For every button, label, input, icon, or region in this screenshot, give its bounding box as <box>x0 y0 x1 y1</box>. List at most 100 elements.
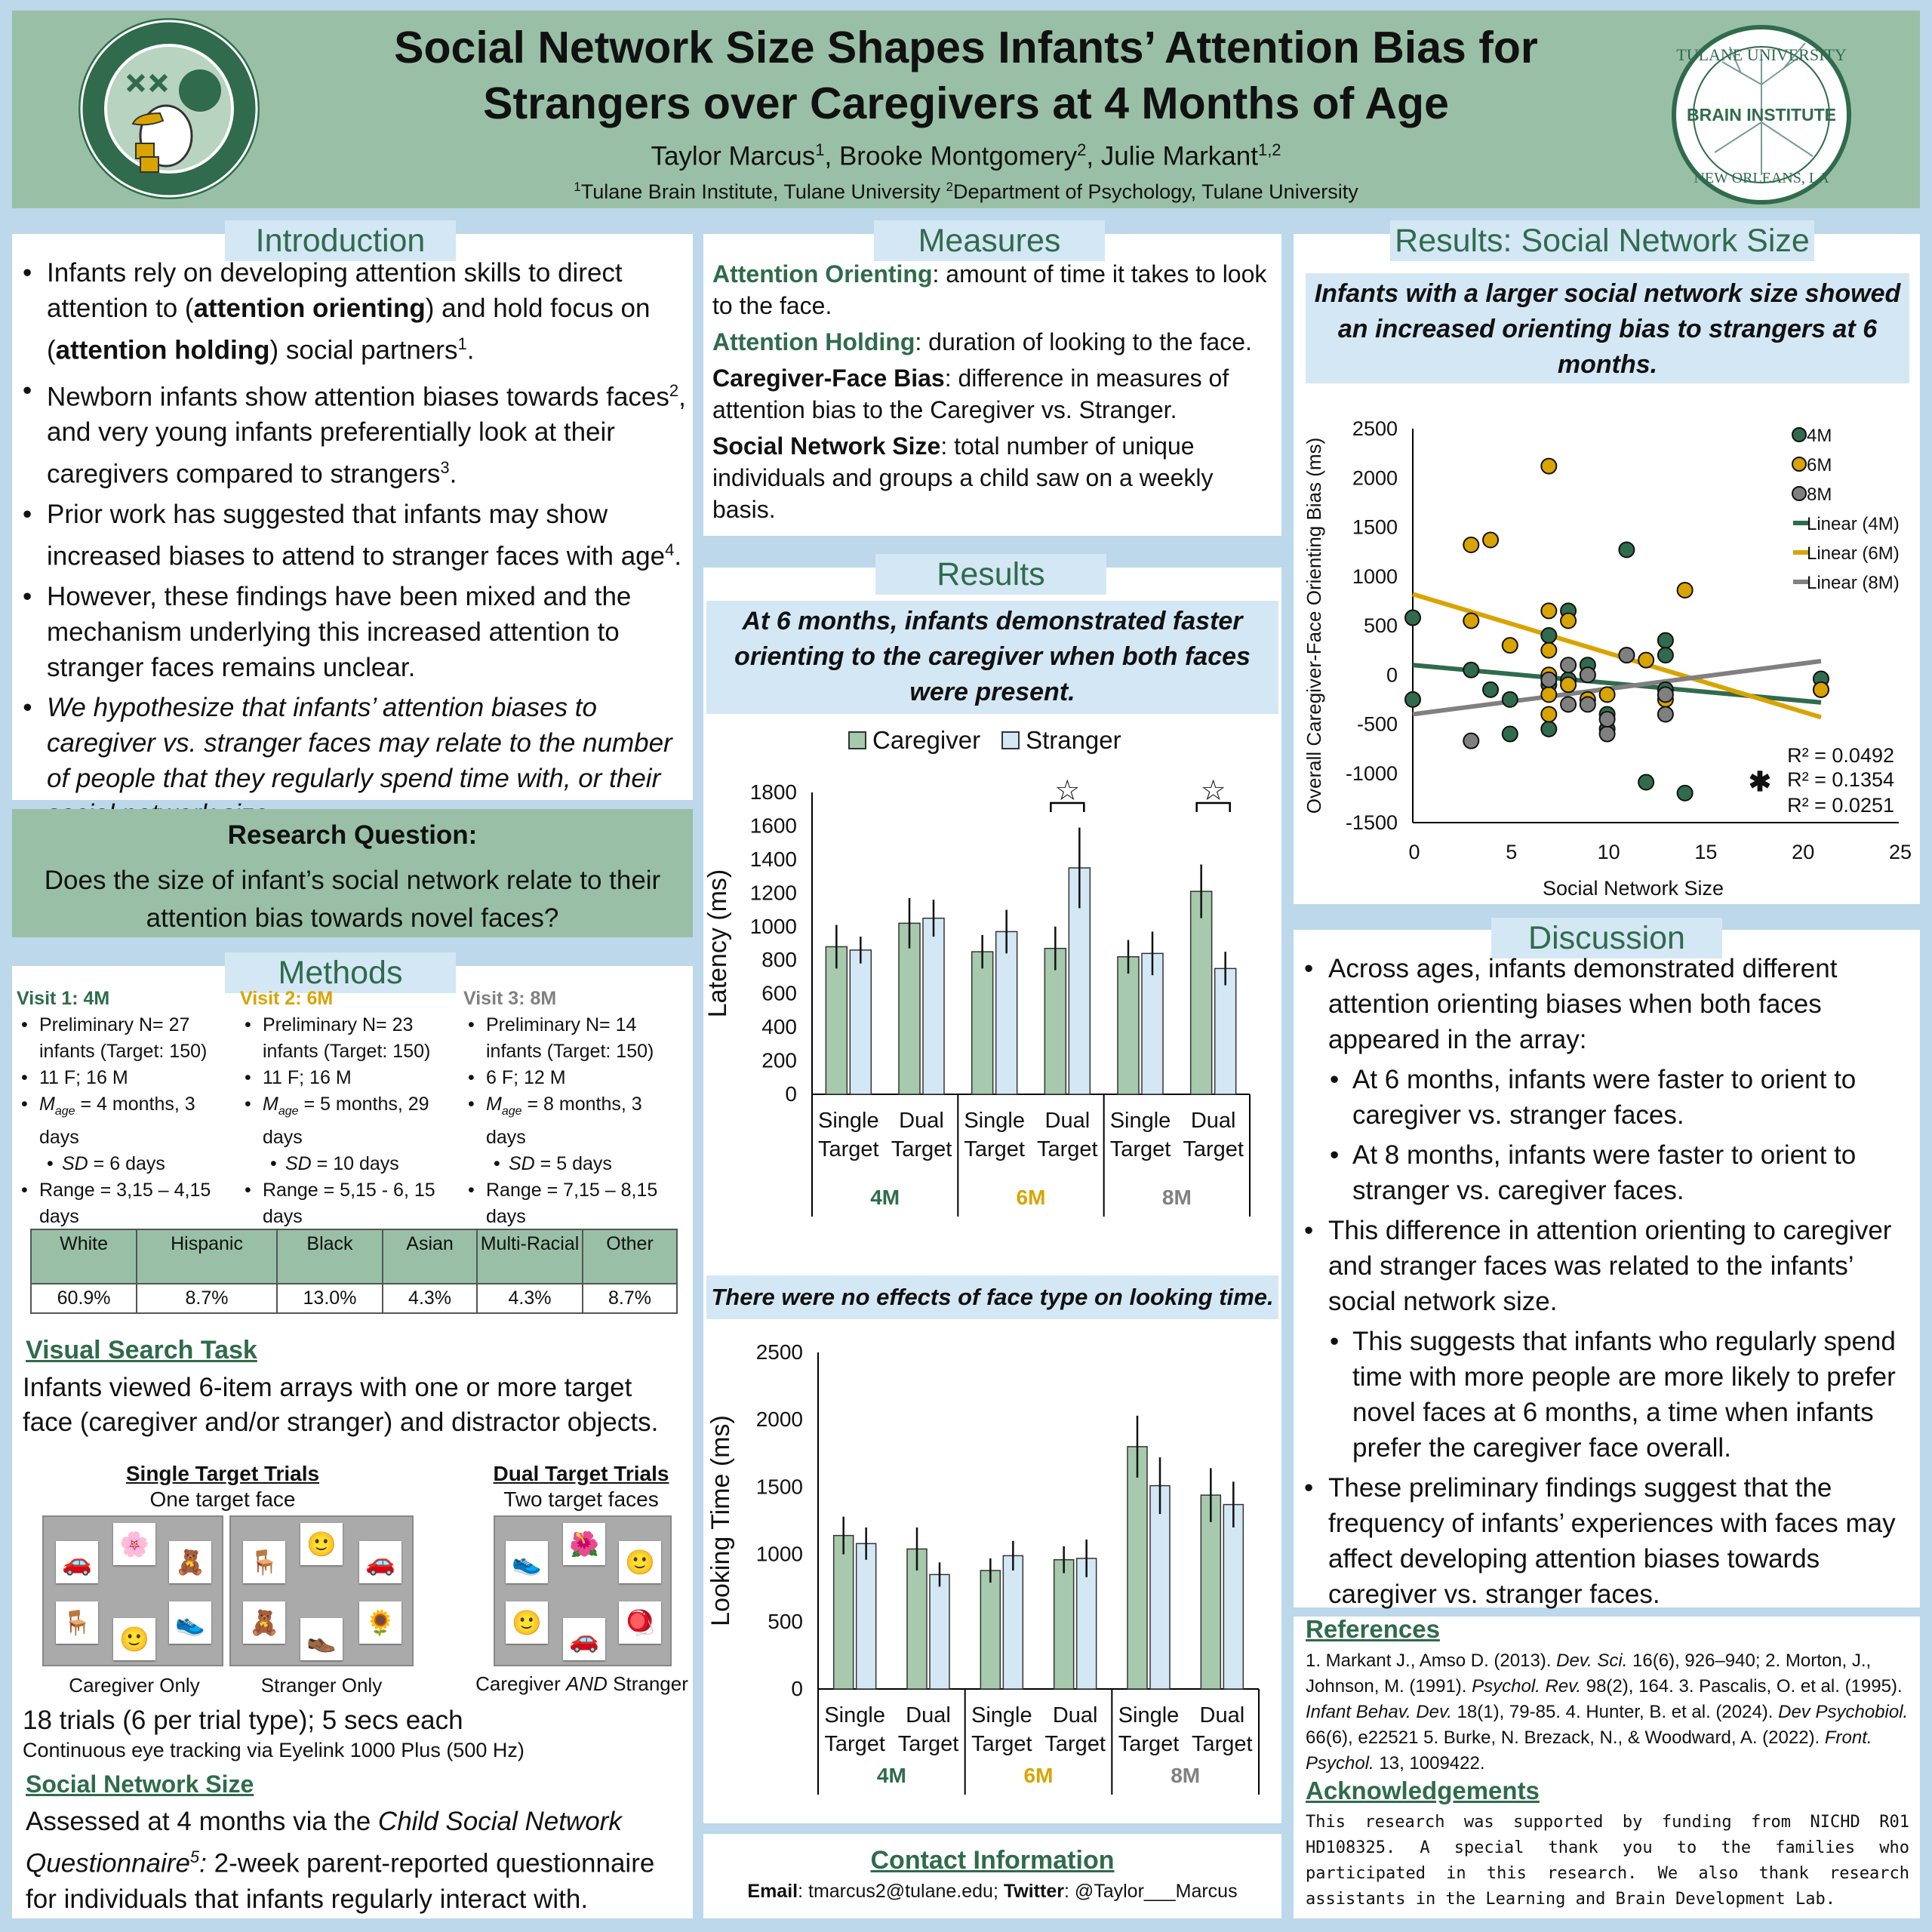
significance-star: ☆ <box>1054 775 1080 807</box>
t: attention holding <box>55 335 270 365</box>
x-category-label: Target <box>964 1137 1025 1161</box>
x-category-label: Dual <box>1200 1703 1245 1727</box>
demo-header: Multi-Racial <box>476 1229 584 1284</box>
dual-target-array: 👟 🌺 🙂 🙂 🚗 🪀 <box>494 1515 672 1666</box>
dual-title: Dual Target Trials <box>493 1462 669 1485</box>
point-8m <box>1463 732 1480 749</box>
r2-4m: R² = 0.0492 <box>1787 744 1894 767</box>
sns-text: Assessed at 4 months via the Child Socia… <box>26 1804 690 1917</box>
affiliations: 1Tulane Brain Institute, Tulane Universi… <box>317 180 1615 204</box>
visit-range: Range = 3,15 – 4,15 days <box>17 1177 240 1230</box>
bar-caregiver <box>1044 947 1067 1095</box>
face-icon: 🙂 <box>619 1541 661 1583</box>
ack-text: This research was supported by funding f… <box>1306 1813 1909 1909</box>
x-category-label: Single <box>1118 1703 1180 1727</box>
point-4m <box>1676 784 1694 801</box>
visit-age: Mage = 4 months, 3 days <box>17 1091 240 1151</box>
legend-stranger-swatch <box>1001 731 1020 749</box>
x-category-label: Single <box>964 1109 1025 1133</box>
point-6m <box>1540 602 1558 620</box>
demographics-table: White Hispanic Black Asian Multi-Racial … <box>29 1229 678 1314</box>
t: Stranger <box>607 1672 688 1695</box>
point-4m <box>1618 541 1635 558</box>
t: 98(2), 164. 3. Pascalis, O. et al. (1995… <box>1581 1676 1903 1697</box>
demo-value: 8.7% <box>582 1283 678 1314</box>
t: SD <box>509 1153 535 1174</box>
t: : duration of looking to the face. <box>915 328 1252 355</box>
visit-n: Preliminary N= 27 infants (Target: 150) <box>17 1012 240 1065</box>
t: = 4 months, 3 days <box>39 1094 195 1148</box>
y-axis-label: Overall Caregiver-Face Orienting Bias (m… <box>1303 438 1325 814</box>
demo-value: 60.9% <box>29 1283 138 1314</box>
x-category-label: Target <box>1110 1137 1171 1161</box>
visit-columns: Visit 1: 4M Preliminary N= 27 infants (T… <box>17 986 688 1230</box>
affil-2-sup: 2 <box>946 180 953 194</box>
flower-icon: 🌻 <box>359 1601 401 1644</box>
visit-sex: 11 F; 16 M <box>240 1065 463 1091</box>
logo-top-text: TULANE UNIVERSITY <box>1676 45 1847 64</box>
dual-target-heading: Dual Target Trials Two target faces <box>475 1461 687 1512</box>
t: 5 <box>189 1847 200 1866</box>
x-category-label: Single <box>818 1109 879 1133</box>
t: Social Network Size <box>712 432 941 460</box>
affil-2: Department of Psychology, Tulane Univers… <box>952 180 1358 203</box>
x-tick-label: 10 <box>1598 841 1620 863</box>
visit-n: Preliminary N= 23 infants (Target: 150) <box>240 1012 463 1065</box>
sns-scatter-chart: -1500 -1000 -500 0 500 1000 1500 2000 2500 0 5 10 15… <box>1303 417 1912 898</box>
point-8m <box>1560 696 1577 713</box>
demo-value-row: 60.9% 8.7% 13.0% 4.3% 4.3% 8.7% <box>29 1283 678 1314</box>
point-6m <box>1463 612 1480 629</box>
demo-header: Other <box>582 1229 678 1284</box>
measures-title: Measures <box>874 220 1105 261</box>
t: 18(1), 79-85. 4. Hunter, B. et al. (2024… <box>1451 1702 1779 1722</box>
t: : amount of time it takes to look to the… <box>712 260 1267 319</box>
point-8m <box>1579 666 1596 684</box>
y-axis-label: Latency (ms) <box>706 869 732 1018</box>
y-tick-label: 0 <box>785 1082 797 1106</box>
author-2: , Brooke Montgomery <box>824 141 1078 171</box>
group-label: 6M <box>1017 1186 1046 1209</box>
t: . <box>449 459 457 489</box>
visit-label: Visit 3: 8M <box>463 988 557 1009</box>
measures-body: Attention Orienting: amount of time it t… <box>712 258 1271 525</box>
intro-bullet-1: Infants rely on developing attention ski… <box>18 255 690 368</box>
x-category-label: Target <box>818 1137 879 1161</box>
point-4m <box>1540 627 1558 645</box>
bar-caregiver <box>825 946 848 1095</box>
y-axis-label: Looking Time (ms) <box>706 1415 735 1626</box>
author-3: , Julie Markant <box>1086 141 1258 171</box>
x-category-label: Single <box>824 1703 885 1727</box>
visit-column-4m: Visit 1: 4M Preliminary N= 27 infants (T… <box>17 986 240 1230</box>
y-tick-label: -1000 <box>1346 762 1398 785</box>
t: . <box>674 541 682 571</box>
t: SD <box>62 1153 88 1174</box>
r2-8m: R² = 0.0251 <box>1787 794 1894 817</box>
x-category-label: Target <box>824 1732 885 1756</box>
trials-text: 18 trials (6 per trial type); 5 secs eac… <box>23 1706 463 1735</box>
looking-time-chart: 0 500 1000 1500 2000 2500 Looking Time (ms) Sin… <box>706 1340 1260 1795</box>
stranger-only-array: 🪑 🙂 🚗 🧸 👞 🌻 <box>229 1515 414 1666</box>
t: Assessed at 4 months via the <box>26 1807 378 1836</box>
t: = 5 months, 29 days <box>263 1094 429 1148</box>
x-category-label: Dual <box>899 1109 944 1133</box>
t: : tmarcus2@tulane.edu; <box>798 1881 1004 1902</box>
t: = 8 months, 3 days <box>486 1094 642 1148</box>
x-category-label: Dual <box>906 1703 951 1727</box>
toy-icon: 🧸 <box>243 1601 285 1644</box>
visit-age: Mage = 8 months, 3 days <box>463 1091 687 1151</box>
point-8m <box>1579 696 1596 713</box>
bar-caregiver <box>832 1534 854 1690</box>
t: 1. Markant J., Amso D. (2013). <box>1306 1651 1557 1671</box>
bar-stranger <box>1223 1503 1244 1690</box>
brain-institute-logo: TULANE UNIVERSITY BRAIN INSTITUTE NEW OR… <box>1672 25 1851 205</box>
legend-marker <box>1792 427 1807 442</box>
point-6m <box>1501 637 1518 654</box>
x-category-label: Dual <box>1191 1109 1236 1133</box>
results-finding-2: There were no effects of face type on lo… <box>706 1275 1278 1319</box>
legend-label: 8M <box>1807 485 1832 505</box>
visit-label: Visit 1: 4M <box>17 988 110 1009</box>
t: AND <box>566 1672 608 1695</box>
t: Attention Orienting <box>712 260 933 288</box>
trendline-6m <box>1412 592 1822 720</box>
measure-holding: Attention Holding: duration of looking t… <box>712 326 1271 358</box>
